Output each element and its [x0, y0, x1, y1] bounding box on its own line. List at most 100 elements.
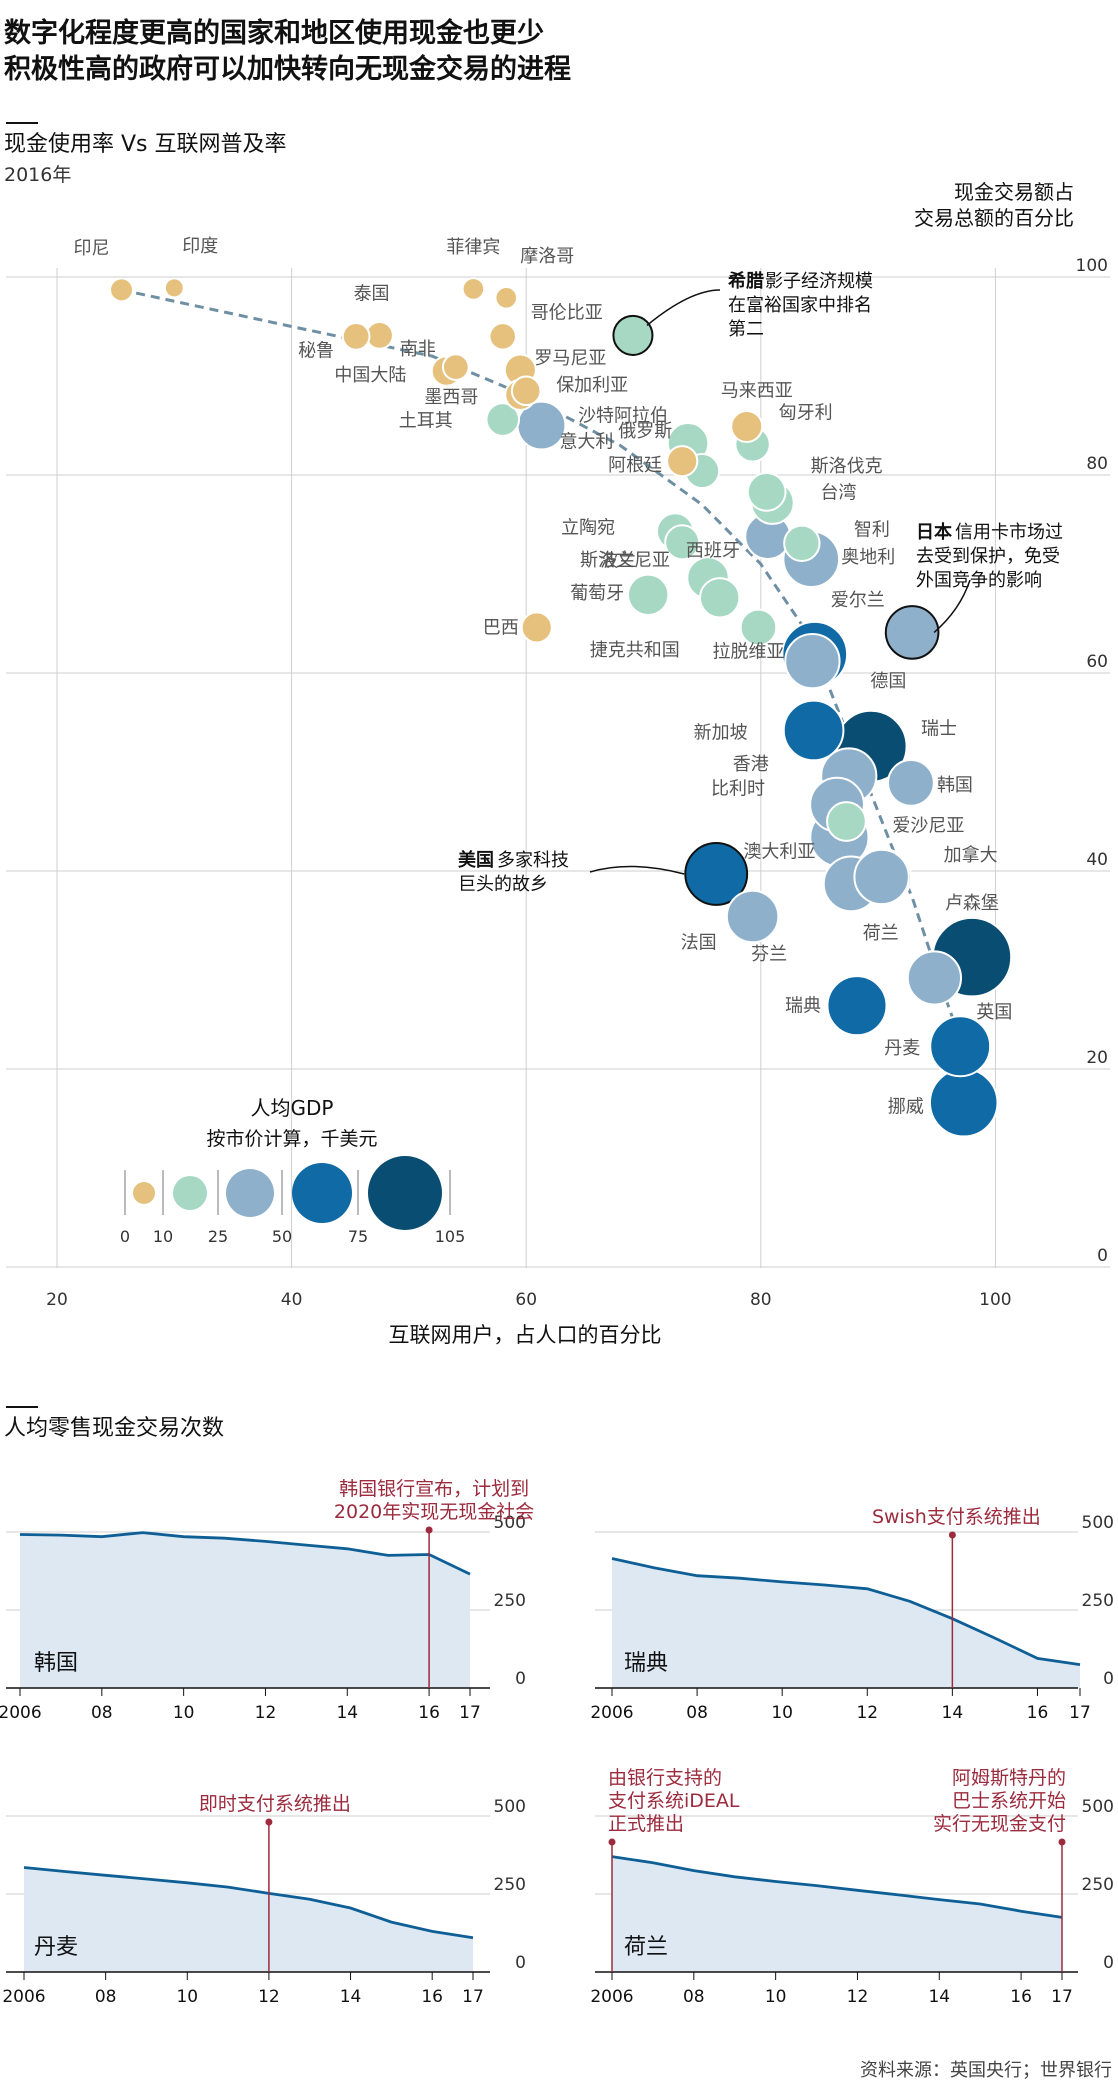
annotation-bold: 美国 [458, 849, 494, 871]
x-tick-label: 08 [95, 1987, 117, 2007]
data-point [884, 605, 940, 660]
point-label: 印度 [182, 236, 218, 257]
area-fill [20, 1532, 470, 1688]
annotation-bold: 日本 [916, 521, 952, 543]
point-label: 俄罗斯 [618, 421, 672, 442]
point-label: 土耳其 [399, 411, 453, 432]
x-tick-label: 17 [1051, 1987, 1073, 2007]
point-label: 斯洛伐克 [811, 456, 883, 477]
data-point [461, 277, 486, 301]
point-label: 德国 [870, 671, 906, 692]
data-point [109, 277, 134, 303]
x-tick-label: 100 [979, 1290, 1011, 1310]
data-point [699, 577, 741, 619]
y-tick-label: 500 [494, 1797, 526, 1817]
data-point [494, 285, 519, 310]
small-multiples-subtitle: 人均零售现金交易次数 [4, 1416, 225, 1441]
event-label: 支付系统iDEAL [608, 1790, 740, 1812]
data-point [929, 1015, 992, 1078]
data-point [664, 524, 701, 561]
legend-subtitle: 按市价计算，千美元 [206, 1128, 377, 1150]
data-point [485, 402, 521, 437]
event-dot [608, 1838, 616, 1846]
x-tick-label: 14 [336, 1703, 358, 1723]
x-tick-label: 2006 [590, 1987, 633, 2007]
x-tick-label: 08 [686, 1703, 708, 1723]
x-tick-label: 10 [771, 1703, 793, 1723]
y-tick-label: 80 [1086, 454, 1108, 474]
point-label: 哥伦比亚 [531, 302, 603, 323]
point-label: 秘鲁 [298, 340, 334, 361]
x-tick-label: 14 [928, 1987, 950, 2007]
event-dot [1058, 1838, 1066, 1846]
source-note: 资料来源：英国央行；世界银行 [860, 2060, 1112, 2081]
y-tick-label: 500 [494, 1513, 526, 1533]
legend-tick-label: 105 [435, 1227, 466, 1246]
point-label: 马来西亚 [721, 380, 793, 401]
data-point [666, 445, 699, 478]
point-label: 比利时 [711, 779, 765, 800]
x-tick-label: 10 [765, 1987, 787, 2007]
legend-bubble [292, 1163, 352, 1223]
x-tick-label: 20 [46, 1290, 68, 1310]
point-label: 泰国 [354, 283, 390, 304]
point-label: 捷克共和国 [590, 640, 680, 661]
y-axis-label: 交易总额的百分比 [914, 206, 1074, 230]
y-tick-label: 20 [1086, 1048, 1108, 1068]
point-label: 瑞典 [785, 996, 821, 1017]
trend-line [121, 288, 966, 1050]
point-label: 墨西哥 [424, 387, 478, 408]
data-point [826, 801, 867, 842]
section-rule [6, 122, 38, 124]
point-label: 澳大利亚 [743, 841, 815, 862]
point-label: 波兰 [600, 550, 636, 571]
point-label: 卢森堡 [945, 893, 999, 914]
y-tick-label: 250 [1082, 1875, 1114, 1895]
x-tick-label: 60 [515, 1290, 537, 1310]
legend-bubble [173, 1176, 207, 1210]
point-label: 罗马尼亚 [534, 348, 606, 369]
point-label: 菲律宾 [446, 237, 500, 258]
point-label: 巴西 [483, 617, 519, 638]
data-point [739, 608, 778, 647]
x-tick-label: 12 [258, 1987, 280, 2007]
event-label: 韩国银行宣布，计划到 [339, 1478, 529, 1500]
point-label: 荷兰 [863, 923, 899, 944]
section-rule-2 [6, 1406, 38, 1408]
data-point [163, 277, 185, 299]
y-tick-label: 250 [1082, 1591, 1114, 1611]
x-tick-label: 2006 [0, 1703, 42, 1723]
point-label: 匈牙利 [779, 402, 833, 423]
event-dot [425, 1526, 433, 1534]
point-label: 法国 [681, 933, 717, 954]
annotation-text: 在富裕国家中排名 [728, 295, 872, 316]
data-point [928, 1067, 999, 1138]
x-tick-label: 08 [91, 1703, 113, 1723]
point-label: 挪威 [888, 1097, 924, 1118]
y-tick-label: 500 [1082, 1797, 1114, 1817]
point-label: 瑞士 [921, 718, 957, 739]
point-label: 丹麦 [884, 1038, 920, 1059]
x-tick-label: 17 [462, 1987, 484, 2007]
annotation-text: 去受到保护，免受 [916, 546, 1060, 567]
y-tick-label: 500 [1082, 1513, 1114, 1533]
annotation-leader [589, 865, 685, 875]
y-tick-label: 60 [1086, 652, 1108, 672]
panel-label: 瑞典 [624, 1651, 668, 1676]
point-label: 印尼 [74, 238, 110, 259]
legend-title: 人均GDP [251, 1096, 334, 1120]
data-point [826, 975, 888, 1037]
event-label: Swish支付系统推出 [872, 1506, 1041, 1528]
chart-title-line1: 数字化程度更高的国家和地区使用现金也更少 [4, 18, 544, 49]
legend-tick-label: 25 [208, 1227, 228, 1246]
point-label: 中国大陆 [334, 365, 406, 386]
scatter-year: 2016年 [4, 164, 72, 186]
annotation-leader [646, 289, 721, 326]
x-tick-label: 16 [1010, 1987, 1032, 2007]
point-label: 英国 [976, 1002, 1012, 1023]
point-label: 南非 [400, 339, 436, 360]
x-tick-label: 16 [418, 1703, 440, 1723]
annotation-leader [933, 579, 971, 633]
data-point [612, 314, 654, 356]
point-label: 阿根廷 [608, 455, 662, 476]
